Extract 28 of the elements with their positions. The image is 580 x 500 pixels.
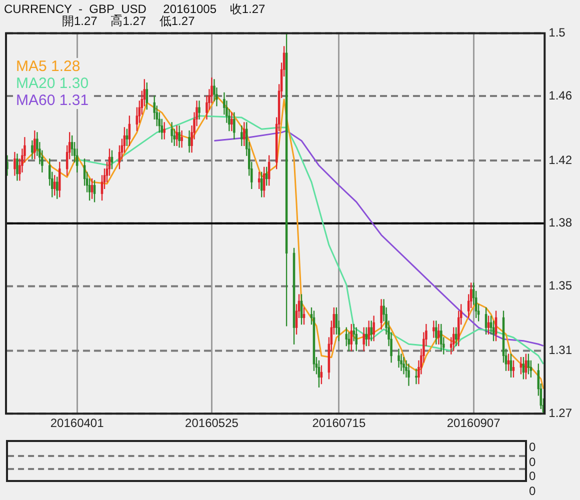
text: MA5 1.28 — [16, 58, 82, 75]
y-tick-label: 1.27 — [548, 406, 572, 420]
text: 0 — [529, 469, 536, 483]
y-tick-label: 1.5 — [548, 26, 566, 40]
y-tick-label: 1.31 — [548, 343, 572, 358]
chart-title: CURRENCY - GBP_USD 20161005 收1.27 — [4, 1, 266, 16]
y-tick-label: 1.46 — [548, 88, 572, 102]
candlestick — [230, 112, 233, 132]
text: 0 — [529, 484, 536, 498]
candlestick — [198, 100, 200, 120]
chart-subtitle: 開1.27 高1.27 低1.27 — [62, 14, 195, 30]
x-tick-label: 20160525 — [185, 416, 239, 430]
x-tick-label: 20160401 — [50, 416, 104, 430]
candlestick — [415, 368, 418, 384]
candlestick — [180, 130, 183, 148]
x-tick-label: 20160715 — [312, 416, 366, 430]
candlestick — [402, 357, 405, 374]
candlestick — [432, 320, 435, 338]
text: 0 — [529, 454, 536, 468]
y-tick-label: 1.35 — [548, 278, 572, 293]
text: MA20 1.30 — [16, 75, 91, 92]
text: MA60 1.31 — [16, 92, 91, 109]
x-tick-label: 20160907 — [446, 416, 501, 430]
y-tick-label: 1.38 — [548, 216, 572, 230]
candlestick — [398, 348, 400, 368]
text: 0 — [529, 440, 536, 454]
y-tick-label: 1.42 — [548, 152, 572, 167]
candlestick — [408, 364, 410, 386]
